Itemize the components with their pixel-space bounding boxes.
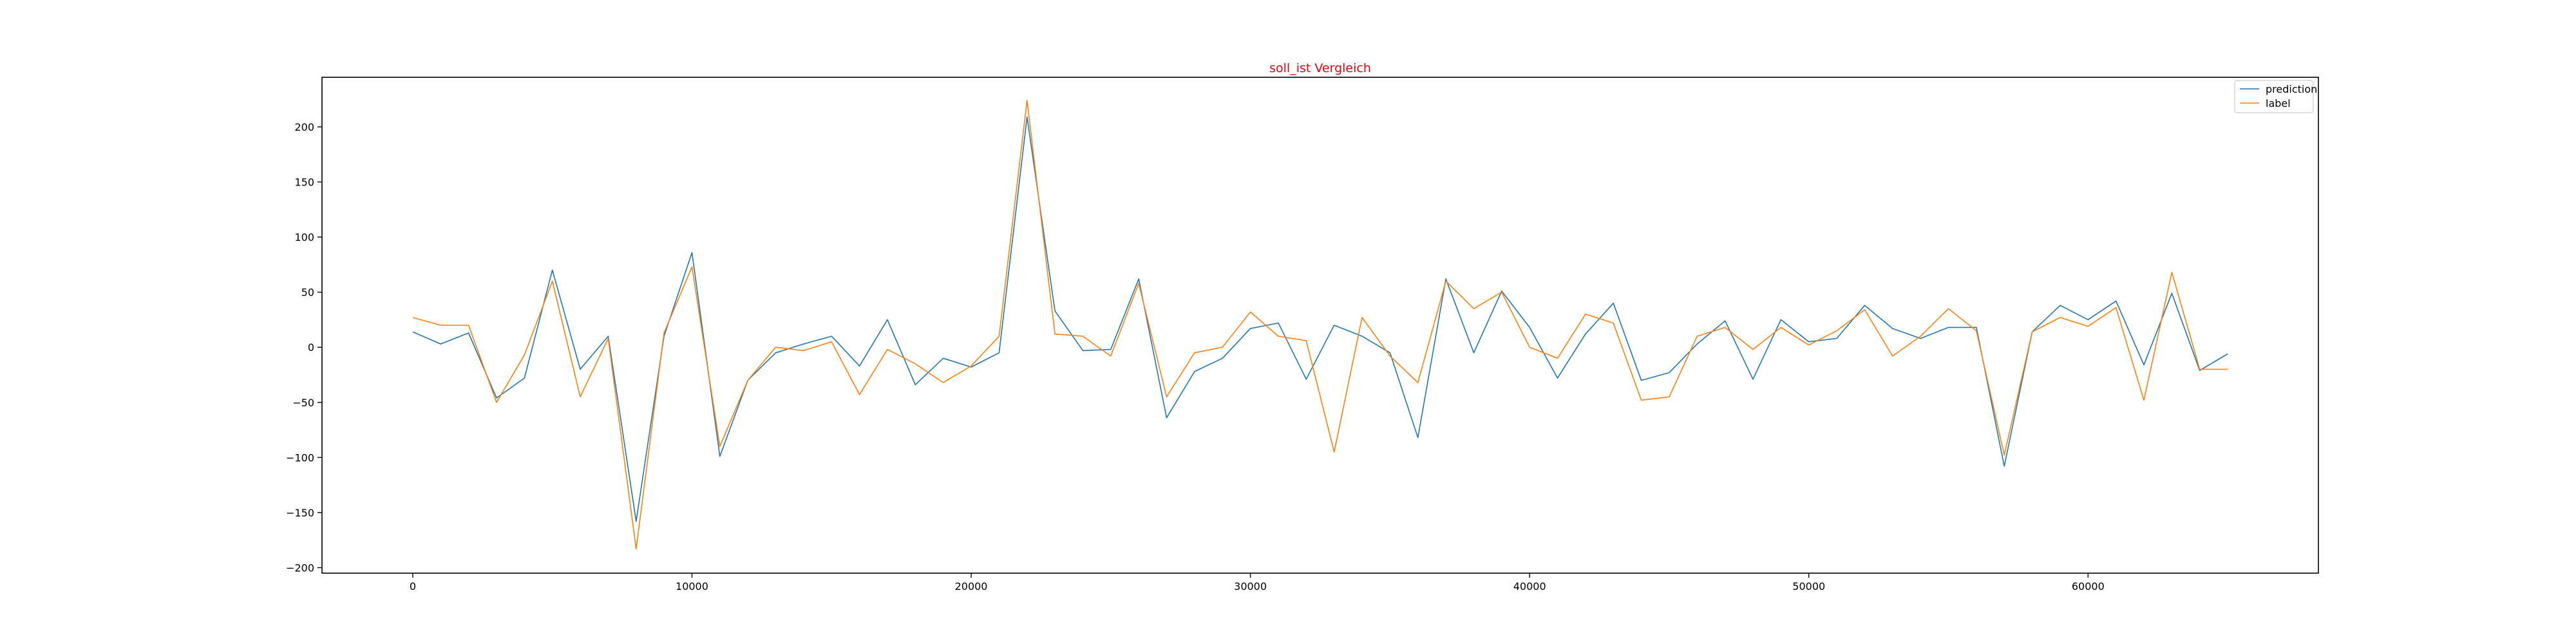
y-tick-label: −50 bbox=[292, 397, 314, 409]
plot-frame bbox=[321, 77, 2319, 574]
x-tick-label: 30000 bbox=[1234, 580, 1267, 592]
y-axis: −200 −150 −100 −50 0 50 100 150 200 bbox=[286, 121, 322, 574]
x-tick-label: 40000 bbox=[1513, 580, 1546, 592]
y-tick-label: 100 bbox=[294, 231, 314, 243]
y-tick-label: 0 bbox=[308, 341, 314, 354]
x-tick-label: 20000 bbox=[955, 580, 988, 592]
y-tick-label: −200 bbox=[286, 562, 314, 574]
x-tick-label: 0 bbox=[410, 580, 416, 592]
x-tick-label: 50000 bbox=[1792, 580, 1825, 592]
x-axis: 0 10000 20000 30000 40000 50000 60000 bbox=[410, 573, 2105, 592]
legend-label-label: label bbox=[2266, 97, 2291, 109]
plot-lines bbox=[412, 100, 2228, 550]
y-tick-label: 50 bbox=[301, 287, 314, 299]
chart-title: soll_ist Vergleich bbox=[1269, 61, 1371, 75]
x-tick-label: 10000 bbox=[676, 580, 708, 592]
x-tick-label: 60000 bbox=[2072, 580, 2105, 592]
y-tick-label: 200 bbox=[294, 121, 314, 133]
series-line-prediction bbox=[412, 116, 2228, 522]
series-line-label bbox=[412, 100, 2228, 550]
legend-label-prediction: prediction bbox=[2266, 83, 2317, 95]
legend: prediction label bbox=[2234, 80, 2317, 113]
y-tick-label: −100 bbox=[286, 451, 314, 464]
y-tick-label: 150 bbox=[294, 176, 314, 189]
y-tick-label: −150 bbox=[286, 507, 314, 519]
